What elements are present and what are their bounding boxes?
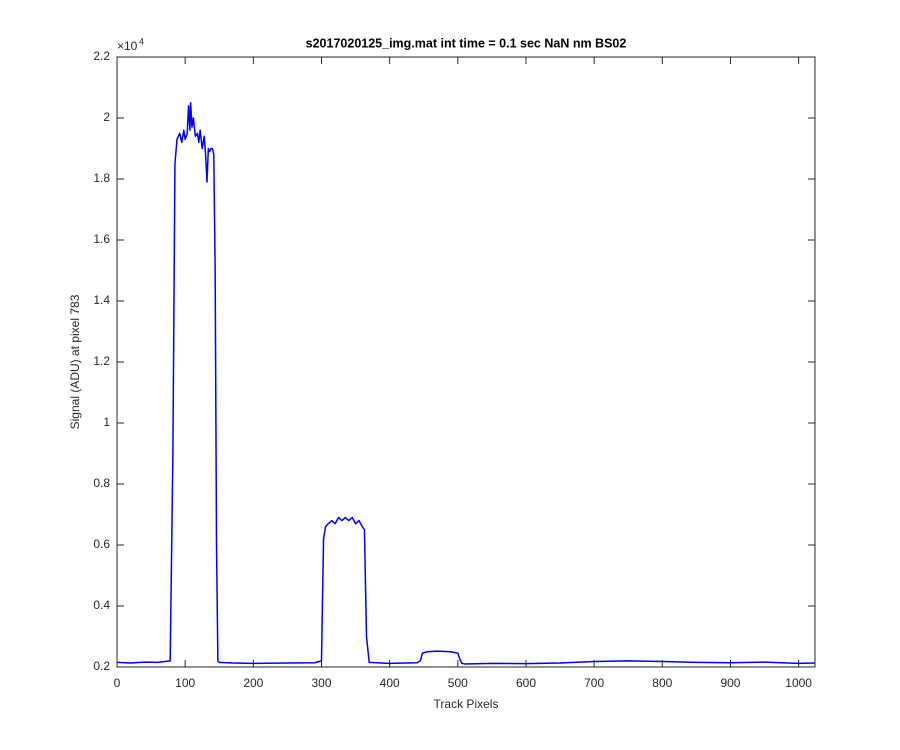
x-tick-label: 400 <box>380 676 400 690</box>
y-tick-label: 0.4 <box>93 598 110 612</box>
y-tick-label: 0.8 <box>93 476 110 490</box>
chart-title: s2017020125_img.mat int time = 0.1 sec N… <box>306 36 627 50</box>
x-tick-label: 100 <box>175 676 195 690</box>
y-tick-label: 0.6 <box>93 537 110 551</box>
y-axis-label: Signal (ADU) at pixel 783 <box>68 294 82 429</box>
axes-box <box>116 56 816 668</box>
data-line <box>116 102 816 665</box>
y-tick-label: 1.6 <box>93 232 110 246</box>
y-scale-exponent: 4 <box>139 36 144 46</box>
x-tick-label: 1000 <box>785 676 812 690</box>
y-tick-label: 1 <box>103 415 110 429</box>
y-tick-label: 0.2 <box>93 659 110 673</box>
x-axis-label: Track Pixels <box>434 697 499 711</box>
x-tick-label: 500 <box>448 676 468 690</box>
y-tick-label: 1.2 <box>93 354 110 368</box>
y-tick-label: 1.4 <box>93 293 110 307</box>
y-tick-label: 2 <box>103 110 110 124</box>
x-tick-label: 200 <box>243 676 263 690</box>
x-tick-label: 0 <box>114 676 121 690</box>
x-tick-label: 900 <box>720 676 740 690</box>
y-tick-label: 1.8 <box>93 171 110 185</box>
x-tick-label: 300 <box>311 676 331 690</box>
x-tick-label: 800 <box>652 676 672 690</box>
x-tick-label: 700 <box>584 676 604 690</box>
y-tick-label: 2.2 <box>93 49 110 63</box>
x-tick-label: 600 <box>516 676 536 690</box>
y-scale-base: ×10 <box>117 39 138 53</box>
